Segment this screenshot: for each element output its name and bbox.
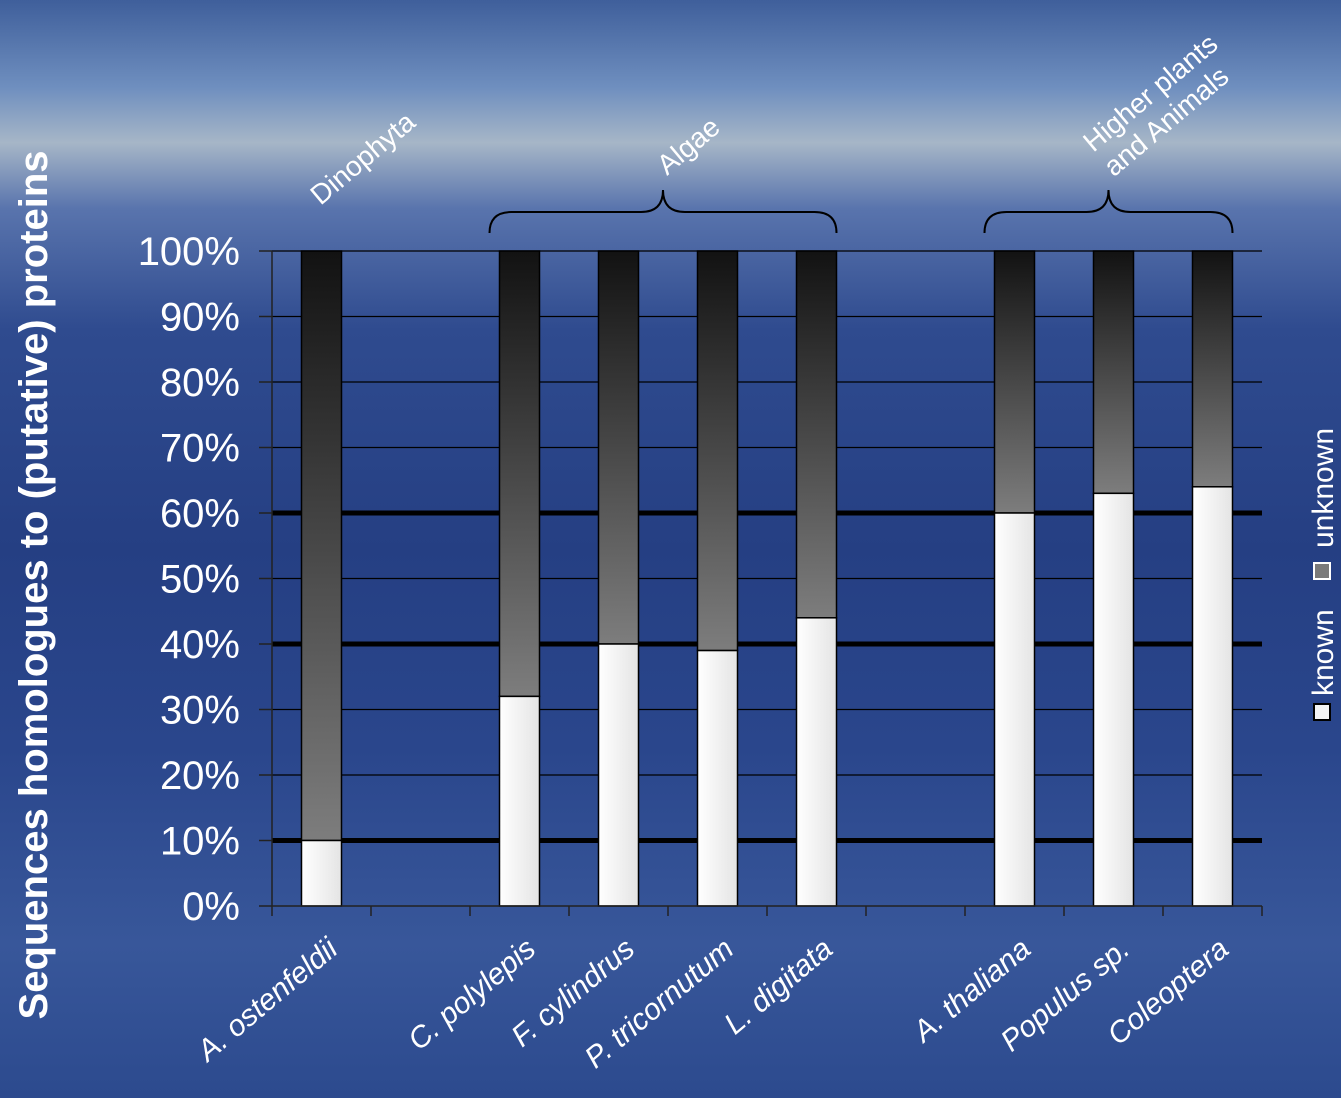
bar-unknown (300, 250, 343, 842)
bar-unknown (597, 250, 640, 645)
bar-known (1191, 486, 1234, 907)
y-tick-label: 60% (160, 492, 240, 536)
bar-known (597, 643, 640, 907)
group-label: Algae (651, 111, 726, 181)
y-tick-label: 80% (160, 361, 240, 405)
bar-known (300, 839, 343, 907)
legend-swatch-known (1313, 703, 1331, 721)
y-tick-label: 100% (138, 230, 240, 274)
bar-unknown (1191, 250, 1234, 488)
y-tick-label: 70% (160, 427, 240, 471)
bar-known (498, 695, 541, 907)
y-tick-label: 30% (160, 689, 240, 733)
bar-unknown (1092, 250, 1135, 495)
legend-label-unknown: unknown (1307, 428, 1340, 548)
group-brace (488, 189, 838, 234)
legend: known unknown (1307, 428, 1340, 721)
bar-known (993, 512, 1036, 907)
group-label: Dinophyta (304, 106, 421, 211)
bar-unknown (993, 250, 1036, 514)
y-tick-label: 10% (160, 820, 240, 864)
bar-known (1092, 492, 1135, 907)
y-tick-label: 40% (160, 623, 240, 667)
bars (300, 250, 1234, 907)
bar-known (795, 617, 838, 907)
y-tick-label: 0% (182, 885, 240, 929)
group-brace (983, 189, 1234, 234)
axes: 0% 10% 20% 30% 40% 50% 60% 70% 80% 90% 100% (138, 230, 1263, 929)
legend-items: known unknown (1307, 428, 1340, 721)
bar-unknown (498, 250, 541, 698)
y-tick-label: 90% (160, 296, 240, 340)
group-label: Higher plantsand Animals (1077, 28, 1244, 182)
legend-swatch-unknown (1313, 562, 1331, 580)
bar-unknown (795, 250, 838, 619)
x-tick-label: A. ostenfeldii (190, 931, 345, 1069)
y-tick-label: 20% (160, 754, 240, 798)
bar-unknown (696, 250, 739, 652)
bar-known (696, 649, 739, 907)
legend-label-known: known (1307, 609, 1340, 696)
y-tick-label: 50% (160, 558, 240, 602)
x-tick-label: L. digitata (718, 932, 839, 1041)
y-axis-title: Sequences homologues to (putative) prote… (12, 151, 56, 1020)
